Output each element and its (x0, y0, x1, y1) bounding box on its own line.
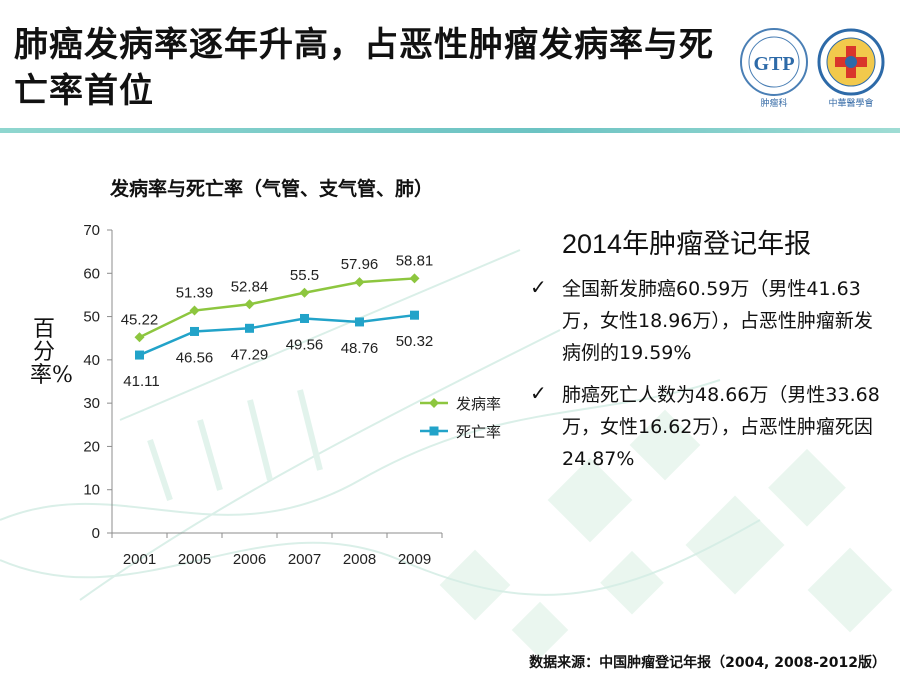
data-label: 46.56 (176, 349, 214, 366)
data-point-incidence (354, 277, 365, 288)
cma-logo-caption: 中華醫學會 (828, 99, 874, 109)
data-label: 52.84 (231, 278, 269, 295)
y-tick-label: 50 (83, 309, 100, 326)
data-point-mortality (355, 317, 364, 327)
data-point-incidence (299, 287, 310, 298)
data-label: 58.81 (396, 252, 434, 269)
data-label: 50.32 (396, 333, 434, 350)
check-icon: ✓ (530, 381, 547, 405)
gtp-logo-caption: 肿瘤科 (760, 99, 788, 109)
data-label: 45.22 (121, 311, 159, 328)
y-tick-label: 60 (83, 265, 100, 282)
report-item-text: 肺癌死亡人数为48.66万（男性33.68万，女性16.62万），占恶性肿瘤死因… (562, 384, 880, 470)
x-tick-label: 2005 (178, 551, 211, 568)
gtp-logo-emblem: GTP (740, 28, 808, 96)
data-source-note: 数据来源：中国肿瘤登记年报（2004, 2008-2012版） (529, 655, 886, 671)
x-tick-label: 2007 (288, 551, 321, 568)
gtp-logo-text: GTP (753, 53, 794, 75)
chart-title: 发病率与死亡率（气管、支气管、肺） (110, 178, 434, 200)
data-point-mortality (410, 310, 419, 320)
legend-label: 死亡率 (456, 423, 501, 441)
cma-logo: 中華醫學會 (815, 26, 887, 110)
y-tick-label: 70 (83, 222, 100, 239)
data-point-incidence (409, 273, 420, 284)
y-tick-label: 40 (83, 352, 100, 369)
data-label: 41.11 (123, 373, 159, 390)
data-point-mortality (135, 350, 144, 360)
line-chart: 0 10 20 30 40 50 60 70 2001 2005 2006 2007 2008 2009 4… (0, 210, 520, 590)
data-point-incidence (134, 332, 145, 343)
report-list: ✓ 全国新发肺癌60.59万（男性41.63万，女性18.96万），占恶性肿瘤新… (528, 273, 888, 475)
header: 肺癌发病率逐年升高，占恶性肿瘤发病率与死亡率首位 GTP 肿瘤科 中華醫學會 (0, 0, 900, 135)
data-point-mortality (300, 313, 309, 323)
check-icon: ✓ (530, 275, 547, 299)
data-label: 48.76 (341, 340, 379, 357)
data-label: 55.5 (290, 267, 319, 284)
data-label: 51.39 (176, 285, 214, 302)
line-chart-canvas: 0 10 20 30 40 50 60 70 2001 2005 2006 2007 2008 2009 4… (83, 222, 501, 568)
data-label: 57.96 (341, 256, 379, 273)
report-title: 2014年肿瘤登记年报 (562, 229, 812, 259)
legend-label: 发病率 (456, 395, 501, 413)
data-point-incidence (244, 299, 255, 310)
page-title: 肺癌发病率逐年升高，占恶性肿瘤发病率与死亡率首位 (14, 25, 714, 111)
legend-marker (429, 398, 439, 408)
x-tick-label: 2001 (123, 551, 156, 568)
report-item-text: 全国新发肺癌60.59万（男性41.63万，女性18.96万），占恶性肿瘤新发病… (562, 278, 873, 364)
y-tick-label: 30 (83, 395, 100, 412)
report-item-mortality: ✓ 肺癌死亡人数为48.66万（男性33.68万，女性16.62万），占恶性肿瘤… (528, 379, 888, 475)
data-point-mortality (190, 326, 199, 336)
y-tick-label: 0 (92, 525, 100, 542)
series-line-incidence (138, 277, 415, 339)
gtp-logo: GTP 肿瘤科 (738, 26, 810, 110)
y-tick-label: 10 (83, 482, 100, 499)
x-tick-label: 2008 (343, 551, 376, 568)
data-label: 47.29 (231, 346, 269, 363)
data-point-mortality (245, 323, 254, 333)
y-tick-label: 20 (83, 438, 100, 455)
legend-marker (429, 426, 439, 436)
report-item-incidence: ✓ 全国新发肺癌60.59万（男性41.63万，女性18.96万），占恶性肿瘤新… (528, 273, 888, 369)
x-tick-label: 2009 (398, 551, 431, 568)
x-tick-label: 2006 (233, 551, 266, 568)
header-divider (0, 128, 900, 133)
data-point-incidence (189, 305, 200, 316)
data-label: 49.56 (286, 336, 324, 353)
series-line-mortality (139, 313, 415, 357)
annual-report-panel: 2014年肿瘤登记年报 ✓ 全国新发肺癌60.59万（男性41.63万，女性18… (528, 222, 888, 485)
cma-logo-emblem (817, 28, 885, 96)
